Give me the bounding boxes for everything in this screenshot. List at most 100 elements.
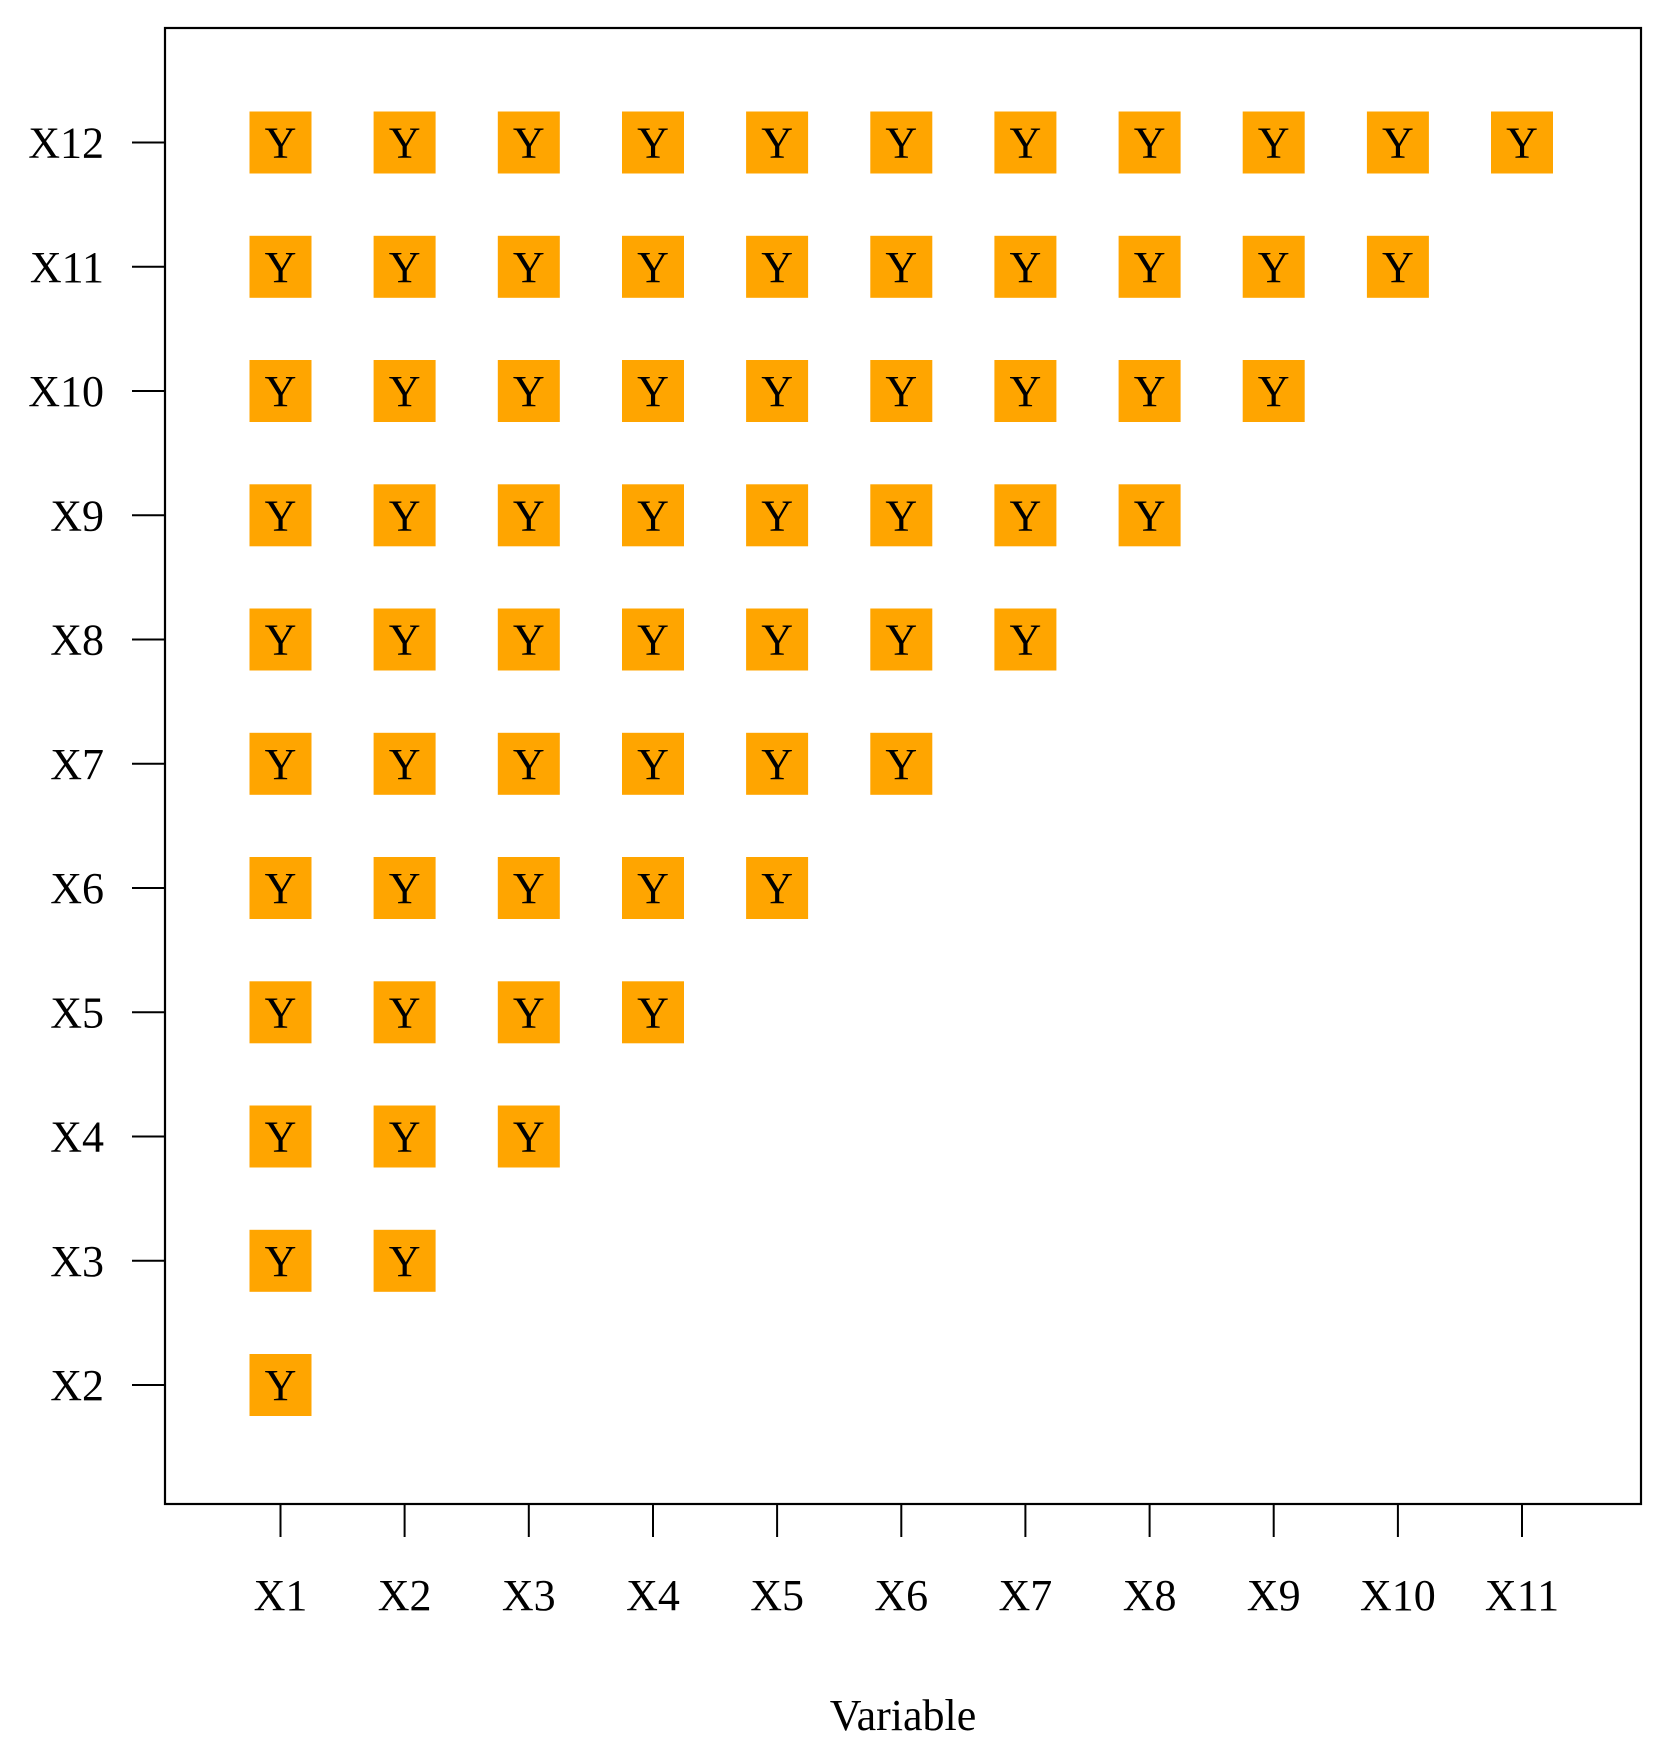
heatmap-cell-x3-x9: Y — [497, 484, 560, 547]
heatmap-cell-x5-x9: Y — [746, 484, 809, 547]
x-tick-label-x2: X2 — [378, 1571, 432, 1620]
cell-label: Y — [265, 740, 297, 789]
cell-square — [373, 1105, 436, 1168]
cell-label: Y — [761, 864, 793, 913]
y-tick-label-x7: X7 — [50, 740, 104, 789]
heatmap-cell-x9-x11: Y — [1242, 235, 1305, 298]
cell-square — [746, 484, 809, 547]
x-axis: X1 X2 X3 X4 X5 X6 X7 X8 X9 X10 X11 — [254, 1504, 1559, 1620]
cell-square — [249, 111, 312, 174]
cell-square — [746, 235, 809, 298]
x-tick-label-x8: X8 — [1123, 1571, 1177, 1620]
cell-label: Y — [389, 119, 421, 168]
heatmap-cell-x6-x7: Y — [870, 732, 933, 795]
y-tick-label-x4: X4 — [50, 1113, 104, 1162]
cell-label: Y — [265, 864, 297, 913]
cell-square — [1242, 111, 1305, 174]
cell-label: Y — [637, 119, 669, 168]
heatmap-cell-x6-x8: Y — [870, 608, 933, 671]
cell-square — [249, 981, 312, 1044]
cell-square — [1491, 111, 1553, 174]
cell-label: Y — [761, 616, 793, 665]
cell-square — [1118, 111, 1181, 174]
cell-label: Y — [1258, 367, 1290, 416]
cell-label: Y — [389, 988, 421, 1037]
heatmap-cell-x5-x11: Y — [746, 235, 809, 298]
cell-label: Y — [637, 740, 669, 789]
cell-label: Y — [1134, 119, 1166, 168]
heatmap-cell-x3-x8: Y — [497, 608, 560, 671]
cell-square — [497, 484, 560, 547]
cell-label: Y — [637, 367, 669, 416]
cell-label: Y — [761, 491, 793, 540]
cell-label: Y — [513, 740, 545, 789]
cell-square — [870, 360, 933, 422]
cell-square — [249, 608, 312, 671]
cell-label: Y — [265, 243, 297, 292]
cell-square — [497, 732, 560, 795]
heatmap-cell-x5-x12: Y — [746, 111, 809, 174]
y-axis: X2 X3 X4 X5 X6 X7 X8 X9 X10 X11 X12 — [28, 119, 165, 1410]
cell-square — [994, 235, 1057, 298]
y-tick-label-x10: X10 — [28, 367, 104, 416]
cell-label: Y — [265, 491, 297, 540]
cell-square — [497, 608, 560, 671]
cell-label: Y — [513, 243, 545, 292]
cell-label: Y — [513, 491, 545, 540]
cell-square — [373, 981, 436, 1044]
cell-square — [870, 732, 933, 795]
cell-label: Y — [513, 119, 545, 168]
cell-label: Y — [1134, 367, 1166, 416]
heatmap-cell-x3-x6: Y — [497, 857, 560, 919]
heatmap-cell-x3-x10: Y — [497, 360, 560, 422]
cell-square — [249, 732, 312, 795]
heatmap-cell-x4-x5: Y — [622, 981, 684, 1044]
cell-label: Y — [637, 243, 669, 292]
cell-square — [1366, 235, 1429, 298]
cells-layer: Y Y Y Y Y Y Y Y Y Y Y Y Y Y Y Y Y Y Y Y Y Y Y Y Y Y Y Y Y Y Y Y Y Y Y Y Y Y Y Y… — [249, 111, 1553, 1416]
cell-square — [622, 732, 684, 795]
heatmap-cell-x2-x9: Y — [373, 484, 436, 547]
heatmap-cell-x6-x11: Y — [870, 235, 933, 298]
cell-square — [1118, 484, 1181, 547]
cell-square — [1118, 360, 1181, 422]
heatmap-cell-x6-x12: Y — [870, 111, 933, 174]
cell-square — [622, 608, 684, 671]
cell-label: Y — [1134, 243, 1166, 292]
cell-label: Y — [265, 988, 297, 1037]
heatmap-cell-x8-x9: Y — [1118, 484, 1181, 547]
cell-label: Y — [513, 988, 545, 1037]
y-tick-label-x2: X2 — [50, 1361, 104, 1410]
cell-square — [622, 484, 684, 547]
cell-square — [746, 111, 809, 174]
cell-square — [249, 235, 312, 298]
cell-square — [373, 111, 436, 174]
cell-label: Y — [265, 616, 297, 665]
cell-square — [994, 608, 1057, 671]
cell-label: Y — [513, 1113, 545, 1162]
cell-label: Y — [761, 367, 793, 416]
cell-square — [497, 1105, 560, 1168]
cell-square — [1118, 235, 1181, 298]
y-tick-label-x8: X8 — [50, 616, 104, 665]
heatmap-cell-x3-x4: Y — [497, 1105, 560, 1168]
heatmap-cell-x1-x8: Y — [249, 608, 312, 671]
heatmap-cell-x2-x6: Y — [373, 857, 436, 919]
cell-label: Y — [265, 1113, 297, 1162]
cell-label: Y — [885, 243, 917, 292]
cell-label: Y — [761, 740, 793, 789]
y-tick-label-x9: X9 — [50, 491, 104, 540]
y-tick-label-x11: X11 — [30, 243, 104, 292]
heatmap-cell-x2-x8: Y — [373, 608, 436, 671]
x-tick-label-x1: X1 — [254, 1571, 308, 1620]
cell-label: Y — [389, 1237, 421, 1286]
heatmap-cell-x9-x10: Y — [1242, 360, 1305, 422]
cell-square — [1242, 235, 1305, 298]
heatmap-cell-x1-x7: Y — [249, 732, 312, 795]
heatmap-cell-x5-x6: Y — [746, 857, 809, 919]
cell-square — [622, 111, 684, 174]
cell-square — [249, 484, 312, 547]
heatmap-cell-x3-x7: Y — [497, 732, 560, 795]
cell-label: Y — [1382, 243, 1414, 292]
